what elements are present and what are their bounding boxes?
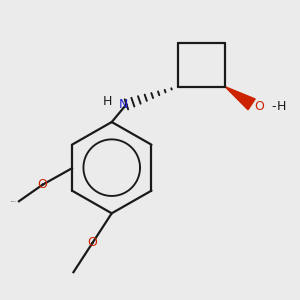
Text: O: O — [88, 236, 98, 249]
Text: -: - — [272, 100, 276, 113]
Polygon shape — [225, 87, 255, 110]
Text: O: O — [254, 100, 264, 113]
Text: methoxy: methoxy — [11, 201, 17, 202]
Text: H: H — [276, 100, 286, 113]
Text: O: O — [38, 178, 47, 191]
Text: H: H — [103, 95, 112, 108]
Text: N: N — [119, 98, 128, 111]
